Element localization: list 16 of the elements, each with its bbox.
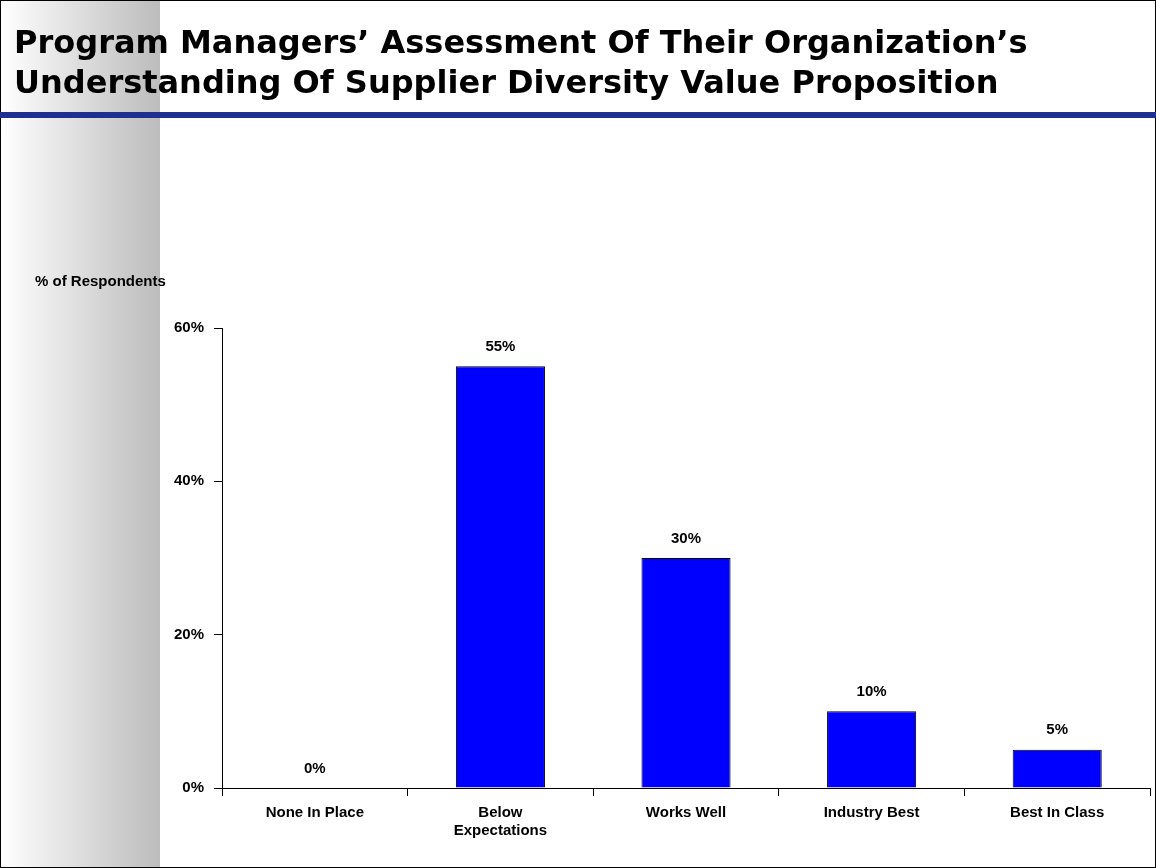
y-axis-title: % of Respondents — [35, 272, 166, 289]
data-label: 55% — [485, 336, 516, 354]
data-label: 0% — [303, 758, 326, 776]
x-tick-label: Works Well — [645, 803, 727, 821]
y-tick-label: 60% — [173, 318, 205, 336]
y-tick-label: 40% — [173, 471, 205, 489]
x-tick-label: Industry Best — [823, 803, 920, 821]
x-tick-label: None In Place — [265, 803, 365, 821]
data-label: 5% — [1046, 720, 1069, 738]
chart-title: Program Managers’ Assessment Of Their Organization’s Understanding Of Supplier Diversity Value Proposition — [14, 22, 1029, 102]
data-label: 30% — [671, 528, 702, 546]
y-tick-label: 20% — [173, 624, 205, 642]
y-tick-label: 0% — [182, 778, 205, 796]
x-tick-label: Best In Class — [1010, 803, 1105, 821]
data-label: 10% — [856, 681, 887, 699]
x-tick-label: Below Expectations — [453, 803, 548, 839]
